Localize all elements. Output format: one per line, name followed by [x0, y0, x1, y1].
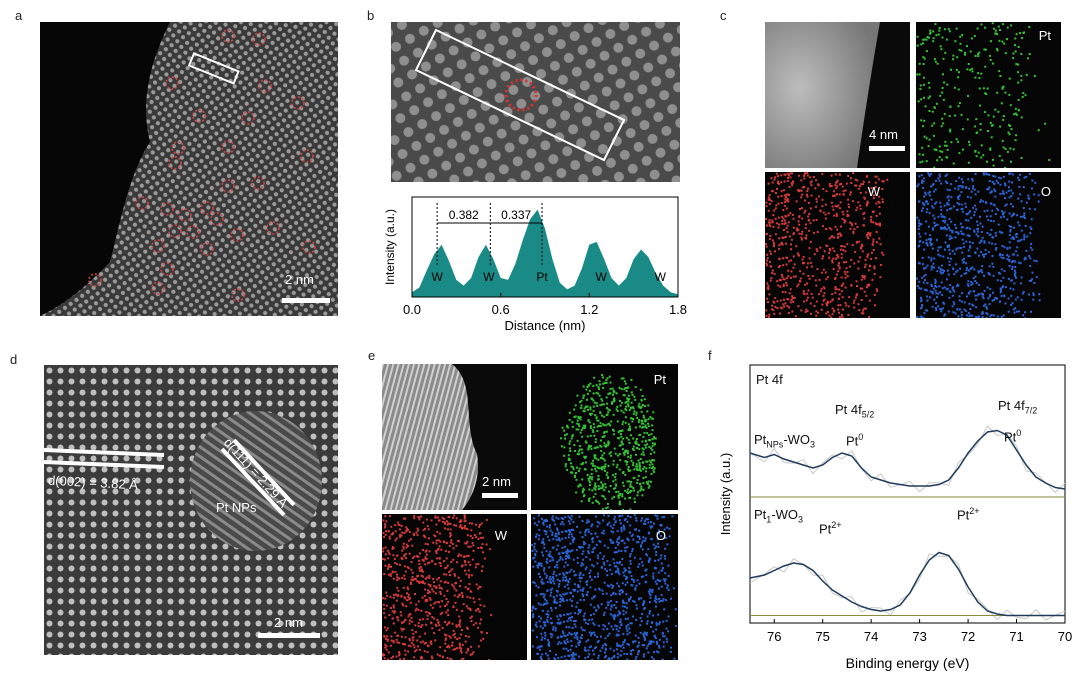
panel-a-scale-label: 2 nm [285, 272, 314, 287]
panel-b-haadf [391, 22, 680, 182]
panel-a-image: 2 nm [40, 22, 338, 316]
panel-f-pt0-a: Pt0 [846, 432, 863, 448]
x-tick-label: 75 [815, 629, 829, 644]
panel-e-label: e [368, 348, 375, 363]
panel-e-pt-map: Pt [531, 364, 678, 510]
panel-f-chart-wrap: 76 75 74 73 72 71 70 Binding energy (eV) Intensi… [700, 360, 1078, 675]
panel-a-scalebar [282, 298, 330, 303]
panel-c-grid: 4 nm Pt W O [765, 22, 1061, 318]
panel-e-o-label: O [656, 528, 666, 543]
panel-f-series2-label: Pt1-WO3 [754, 507, 803, 525]
x-tick-label: 0.0 [403, 302, 421, 317]
x-tick-label: 71 [1009, 629, 1023, 644]
panel-f-peak-52: Pt 4f5/2 [835, 402, 874, 420]
panel-f-inset-title: Pt 4f [756, 372, 783, 387]
x-axis-label: Distance (nm) [505, 318, 586, 333]
panel-c-pt-label: Pt [1039, 28, 1051, 43]
x-tick-label: 70 [1058, 629, 1072, 644]
distance-label: 0.382 [449, 208, 479, 222]
peak-label: W [595, 270, 607, 284]
panel-d-ptnps-label: Pt NPs [216, 500, 256, 515]
panel-c-label: c [720, 8, 727, 23]
peak-label: Pt [536, 270, 548, 284]
panel-b-label: b [367, 8, 374, 23]
x-axis-label: Binding energy (eV) [846, 655, 970, 671]
panel-d-scale-label: 2 nm [274, 615, 303, 630]
x-tick-label: 1.8 [669, 302, 687, 317]
panel-a-label: a [15, 8, 22, 23]
panel-d-hrtem [44, 365, 338, 655]
panel-e-grid: 2 nm Pt W O [382, 364, 678, 660]
panel-e-w-label: W [495, 528, 507, 543]
x-tick-label: 0.6 [492, 302, 510, 317]
panel-f-pt0-b: Pt0 [1004, 428, 1021, 444]
panel-f-pt2-a: Pt2+ [819, 520, 842, 536]
panel-d-image: d(002) = 3.82 Å d(111) = 2.29 Å Pt NPs 2… [44, 365, 338, 655]
panel-c-o-map: O [916, 172, 1061, 318]
panel-e-haadf: 2 nm [382, 364, 527, 510]
x-tick-label: 76 [767, 629, 781, 644]
x-tick-label: 1.2 [580, 302, 598, 317]
peak-label: W [431, 270, 443, 284]
panel-c-pt-map: Pt [916, 22, 1061, 168]
panel-c-haadf: 4 nm [765, 22, 910, 168]
panel-f-series1-label: PtNPs-WO3 [754, 432, 815, 450]
panel-b-line-profile-chart: 0.0 0.6 1.2 1.8 Distance (nm) Intensity (a.u.… [378, 185, 688, 335]
panel-e-scale-label: 2 nm [482, 474, 511, 489]
distance-label: 0.337 [501, 208, 531, 222]
panel-f-pt2-b: Pt2+ [957, 506, 980, 522]
panel-c-w-label: W [868, 184, 880, 199]
x-tick-label: 74 [864, 629, 878, 644]
y-axis-label: Intensity (a.u.) [383, 209, 397, 285]
panel-d-label: d [10, 352, 17, 367]
panel-e-o-map: O [531, 514, 678, 660]
peak-label: W [483, 270, 495, 284]
panel-b-image [391, 22, 680, 182]
series-line [750, 553, 1065, 616]
panel-f-peak-72: Pt 4f7/2 [998, 398, 1037, 416]
peak-label: W [655, 270, 667, 284]
y-axis-label: Intensity (a.u.) [718, 453, 733, 535]
x-tick-label: 73 [912, 629, 926, 644]
panel-e-pt-label: Pt [654, 372, 666, 387]
x-tick-label: 72 [961, 629, 975, 644]
panel-c-o-label: O [1041, 184, 1051, 199]
panel-c-scale-label: 4 nm [869, 127, 898, 142]
panel-e-w-map: W [382, 514, 527, 660]
panel-c-w-map: W [765, 172, 910, 318]
